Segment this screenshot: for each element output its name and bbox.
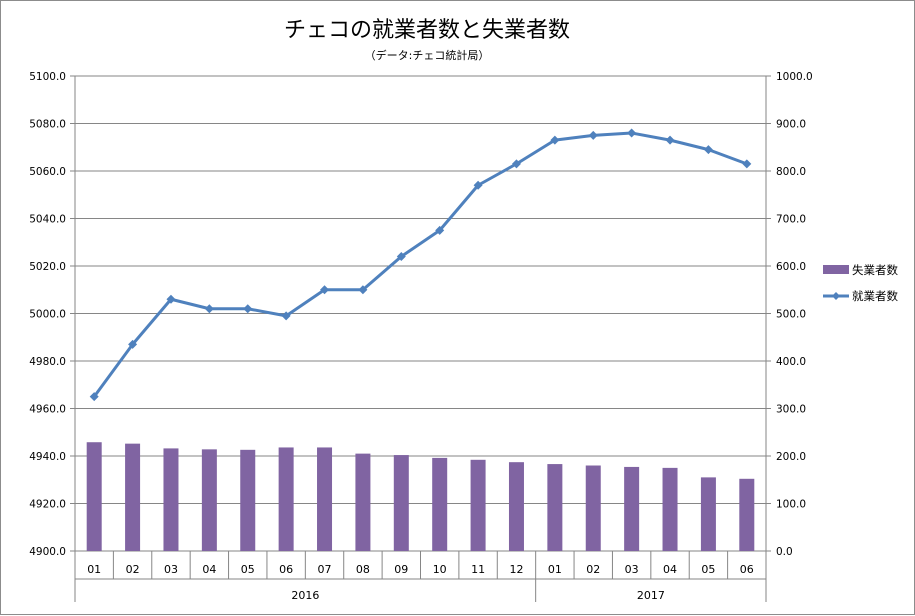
bar: [739, 478, 755, 551]
category-label: 08: [356, 563, 370, 576]
left-tick-label: 4920.0: [29, 499, 66, 511]
category-labels: 2016 2017 01 02 03 04 05 06 07 08 09 10 11 12 01 02 03 04…: [87, 563, 754, 602]
category-label: 01: [87, 563, 101, 576]
unemployed-bars: [86, 442, 755, 551]
bar: [508, 462, 524, 551]
category-label: 06: [740, 563, 754, 576]
year-label: 2017: [637, 589, 665, 602]
category-label: 09: [394, 563, 408, 576]
chart-title: チェコの就業者数と失業者数: [284, 18, 570, 43]
left-tick-label: 5020.0: [29, 261, 66, 273]
right-tick-label: 100.0: [776, 499, 806, 511]
category-label: 07: [318, 563, 332, 576]
employed-line: [89, 128, 752, 402]
right-tick-label: 900.0: [776, 119, 806, 131]
category-label: 11: [471, 563, 485, 576]
category-label: 05: [241, 563, 255, 576]
line-point: [742, 159, 752, 169]
bar: [240, 449, 256, 551]
line-point: [435, 225, 445, 235]
bar: [317, 447, 333, 551]
right-tick-label: 600.0: [776, 261, 806, 273]
axes: [70, 75, 771, 602]
bar: [163, 448, 179, 551]
line-point: [550, 135, 560, 145]
category-label: 02: [126, 563, 140, 576]
bar: [624, 466, 640, 551]
year-label: 2016: [291, 589, 319, 602]
left-tick-label: 5000.0: [29, 309, 66, 321]
line-point: [473, 180, 483, 190]
line-path: [92, 131, 748, 398]
bar: [201, 449, 217, 551]
gridlines: [75, 75, 766, 552]
left-tick-label: 5080.0: [29, 119, 66, 131]
bar: [432, 457, 448, 551]
bar: [278, 447, 294, 551]
category-label: 02: [586, 563, 600, 576]
left-tick-label: 5060.0: [29, 166, 66, 178]
bar: [86, 442, 102, 551]
bar: [393, 455, 409, 551]
legend-label: 就業者数: [852, 289, 898, 303]
left-tick-label: 4940.0: [29, 451, 66, 463]
line-point: [511, 159, 521, 169]
line-point: [627, 128, 637, 138]
category-label: 03: [625, 563, 639, 576]
legend-swatch-marker: [832, 292, 840, 300]
right-tick-label: 200.0: [776, 451, 806, 463]
bar: [662, 467, 678, 551]
line-point: [703, 145, 713, 155]
left-tick-label: 4980.0: [29, 356, 66, 368]
line-point: [320, 285, 330, 295]
left-tick-label: 5100.0: [29, 71, 66, 83]
right-tick-label: 300.0: [776, 404, 806, 416]
legend-label: 失業者数: [852, 263, 898, 277]
category-label: 04: [663, 563, 677, 576]
line-point: [204, 304, 214, 314]
category-label: 04: [202, 563, 216, 576]
category-label: 05: [701, 563, 715, 576]
line-point: [89, 392, 99, 402]
line-point: [281, 311, 291, 321]
bar: [547, 464, 563, 551]
bar: [585, 465, 601, 551]
bar: [355, 453, 371, 551]
right-tick-label: 0.0: [776, 546, 793, 558]
line-point: [396, 252, 406, 261]
category-label: 03: [164, 563, 178, 576]
line-point: [588, 130, 598, 140]
line-point: [166, 294, 176, 304]
right-tick-label: 1000.0: [776, 71, 813, 83]
right-tick-label: 400.0: [776, 356, 806, 368]
line-point: [128, 339, 138, 349]
line-point: [358, 285, 368, 295]
category-label: 10: [433, 563, 447, 576]
left-tick-label: 4900.0: [29, 546, 66, 558]
legend-swatch-bar: [823, 265, 849, 274]
line-point: [665, 135, 675, 145]
bar: [470, 459, 486, 551]
bar: [700, 477, 716, 551]
left-tick-label: 5040.0: [29, 214, 66, 226]
category-label: 06: [279, 563, 293, 576]
right-tick-label: 800.0: [776, 166, 806, 178]
bar: [125, 443, 141, 551]
category-label: 12: [509, 563, 523, 576]
tick-labels: 4900.0 4920.0 4940.0 4960.0 4980.0 5000.0 5020…: [29, 71, 813, 558]
left-tick-label: 4960.0: [29, 404, 66, 416]
right-tick-label: 500.0: [776, 309, 806, 321]
line-point: [243, 304, 253, 314]
right-tick-label: 700.0: [776, 214, 806, 226]
category-label: 01: [548, 563, 562, 576]
chart-subtitle: （データ:チェコ統計局）: [365, 48, 490, 62]
